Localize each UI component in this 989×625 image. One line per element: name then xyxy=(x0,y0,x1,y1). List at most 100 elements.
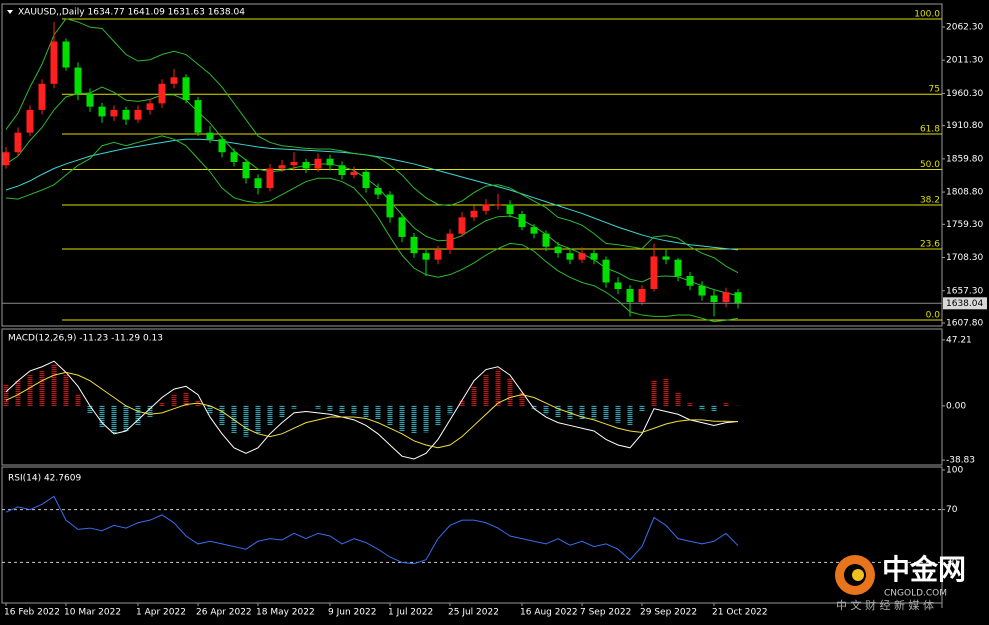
candle-body xyxy=(86,93,94,107)
fib-label: 23.6 xyxy=(920,239,940,249)
y-tick-label: 70 xyxy=(946,505,958,515)
y-tick-label: 1607.80 xyxy=(946,319,983,329)
y-tick-label: 1759.30 xyxy=(946,220,983,230)
candle-body xyxy=(386,194,394,218)
candle-body xyxy=(110,109,118,117)
candle-body xyxy=(314,158,322,169)
candle-body xyxy=(578,253,586,260)
candle-body xyxy=(374,188,382,195)
x-tick-label: 10 Mar 2022 xyxy=(64,608,121,618)
candle-body xyxy=(638,289,646,303)
x-tick-label: 1 Jul 2022 xyxy=(388,608,433,618)
x-tick-label: 21 Oct 2022 xyxy=(712,608,768,618)
fib-label: 50.0 xyxy=(920,160,940,170)
candle-body xyxy=(710,295,718,303)
indicator-line xyxy=(5,86,739,297)
macd-panel-frame xyxy=(1,328,943,466)
candle-body xyxy=(458,217,466,234)
candle-body xyxy=(218,139,226,153)
candle-body xyxy=(170,77,178,84)
fib-label: 75 xyxy=(929,85,940,95)
candle-body xyxy=(98,106,106,117)
candle-body xyxy=(362,171,370,189)
x-tick-label: 26 Apr 2022 xyxy=(196,608,252,618)
collapse-arrow xyxy=(7,10,13,14)
y-tick-label: 1960.30 xyxy=(946,89,983,99)
x-tick-label: 9 Jun 2022 xyxy=(328,608,376,618)
candle-body xyxy=(38,83,46,110)
price-panel-frame xyxy=(1,3,943,327)
candle-body xyxy=(470,210,478,218)
y-tick-label: 2062.30 xyxy=(946,22,983,32)
candle-body xyxy=(158,83,166,104)
fib-label: 100.0 xyxy=(914,9,940,19)
y-tick-label: 100 xyxy=(946,465,963,475)
x-tick-label: 7 Sep 2022 xyxy=(580,608,631,618)
candle-body xyxy=(422,253,430,260)
candle-body xyxy=(686,275,694,286)
last-price-box xyxy=(943,297,987,310)
candle-body xyxy=(662,256,670,260)
candle-body xyxy=(494,204,502,206)
candle-body xyxy=(506,204,514,215)
candle-body xyxy=(674,259,682,276)
candle-body xyxy=(734,292,742,304)
candle-body xyxy=(614,282,622,290)
candle-body xyxy=(254,178,262,189)
candle-body xyxy=(206,132,214,140)
watermark: 中金网 CNGOLD.COM 中 文 财 经 新 媒 体 xyxy=(835,553,966,612)
candle-body xyxy=(194,100,202,133)
rsi-title: RSI(14) 42.7609 xyxy=(8,474,81,484)
candle-body xyxy=(242,161,250,179)
fib-label: 0.0 xyxy=(926,311,941,321)
candle-body xyxy=(602,259,610,283)
y-tick-label: 1808.80 xyxy=(946,188,983,198)
y-tick-label: 1859.80 xyxy=(946,154,983,164)
candle-body xyxy=(326,158,334,166)
indicator-line xyxy=(5,135,739,323)
candle-body xyxy=(26,109,34,133)
candle-body xyxy=(554,246,562,254)
y-tick-label: 30 xyxy=(946,558,958,568)
brand: 中金网 xyxy=(882,553,966,586)
y-tick-label: 1708.30 xyxy=(946,253,983,263)
macd-line xyxy=(5,371,739,449)
candle-body xyxy=(434,249,442,260)
last-price-label: 1638.04 xyxy=(946,299,983,309)
candle-body xyxy=(50,41,58,84)
y-tick-label: -38.83 xyxy=(946,456,975,466)
y-tick-label: 1657.30 xyxy=(946,286,983,296)
candle-body xyxy=(398,217,406,237)
candle-body xyxy=(2,152,10,166)
logo-dot xyxy=(852,569,864,581)
candle-body xyxy=(542,233,550,247)
candle-body xyxy=(230,152,238,162)
candle-body xyxy=(266,168,274,189)
rsi-line xyxy=(5,495,739,565)
indicator-line xyxy=(5,18,739,274)
fib-label: 61.8 xyxy=(920,124,940,134)
rsi-panel-frame xyxy=(1,466,943,604)
candle-body xyxy=(518,214,526,228)
candle-body xyxy=(278,165,286,169)
chart-title: XAUUSD,,Daily 1634.77 1641.09 1631.63 16… xyxy=(18,8,245,18)
tagline: 中 文 财 经 新 媒 体 xyxy=(836,598,934,612)
x-tick-label: 29 Sep 2022 xyxy=(640,608,697,618)
candle-body xyxy=(302,161,310,169)
candle-body xyxy=(698,285,706,296)
y-tick-label: 0.00 xyxy=(946,401,966,411)
candle-body xyxy=(338,165,346,176)
candle-body xyxy=(530,227,538,234)
candle-body xyxy=(182,77,190,101)
x-tick-label: 18 May 2022 xyxy=(256,608,315,618)
candle-body xyxy=(410,236,418,254)
candle-body xyxy=(350,171,358,176)
x-tick-label: 1 Apr 2022 xyxy=(136,608,186,618)
candle-body xyxy=(122,109,130,120)
y-tick-label: 1910.80 xyxy=(946,121,983,131)
candle-body xyxy=(650,256,658,290)
fib-label: 38.2 xyxy=(920,195,940,205)
